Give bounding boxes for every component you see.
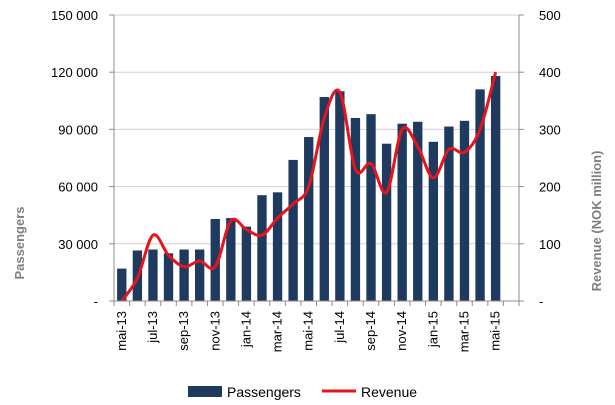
- x-tick-label: sep-13: [176, 311, 191, 351]
- bar: [210, 219, 220, 301]
- bar: [288, 159, 298, 301]
- bar: [350, 117, 361, 302]
- bar: [163, 253, 174, 301]
- right-tick-label: 300: [539, 122, 561, 137]
- right-tick-label: 500: [539, 8, 561, 23]
- bar: [117, 268, 127, 301]
- right-axis-title: Revenue (NOK million): [589, 151, 604, 292]
- axes: [109, 14, 524, 306]
- x-tick-label: jul-14: [332, 311, 347, 344]
- x-tick-label: mai-15: [488, 311, 503, 351]
- right-tick-label: -: [539, 294, 543, 309]
- bar: [428, 141, 438, 301]
- bar: [195, 249, 205, 301]
- bar: [257, 195, 267, 301]
- bar: [148, 249, 158, 301]
- bar: [319, 96, 329, 301]
- left-tick-label: -: [94, 294, 98, 309]
- left-tick-label: 60 000: [58, 180, 98, 195]
- x-tick-label: jul-13: [145, 311, 160, 344]
- left-tick-label: 90 000: [58, 122, 98, 137]
- x-axis-tick-labels: mai-13 jul-13 sep-13 nov-13 jan-14 mar-14 mai-…: [114, 311, 503, 352]
- x-tick-label: mar-15: [456, 311, 471, 352]
- x-tick-label: nov-13: [207, 311, 222, 351]
- bar: [335, 91, 345, 302]
- left-axis-title: Passengers: [12, 207, 27, 280]
- legend-swatch-passengers: [188, 386, 222, 397]
- revenue-line: [120, 71, 498, 302]
- right-tick-label: 100: [539, 237, 561, 252]
- x-tick-label: nov-14: [394, 311, 409, 351]
- bar: [241, 226, 252, 301]
- x-tick-label: mar-14: [270, 311, 285, 352]
- left-tick-label: 30 000: [58, 237, 98, 252]
- bar: [304, 137, 314, 301]
- x-tick-label: sep-14: [363, 311, 378, 351]
- legend-label-passengers: Passengers: [227, 384, 301, 400]
- x-tick-label: mai-13: [114, 311, 129, 351]
- left-tick-label: 150 000: [51, 8, 98, 23]
- x-tick-label: jan-14: [238, 311, 253, 348]
- right-tick-label: 200: [539, 180, 561, 195]
- bar: [475, 89, 485, 301]
- bar: [490, 76, 501, 301]
- right-tick-label: 400: [539, 65, 561, 80]
- bar: [444, 126, 454, 301]
- bar: [381, 143, 392, 301]
- x-tick-label: jan-15: [425, 311, 440, 348]
- bar: [397, 123, 407, 302]
- bar: [179, 249, 189, 301]
- bar: [413, 121, 423, 301]
- bar: [272, 192, 283, 301]
- legend: Passengers Revenue: [188, 384, 417, 400]
- gridlines: [114, 14, 519, 245]
- bar: [226, 218, 236, 301]
- left-tick-label: 120 000: [51, 65, 98, 80]
- legend-label-revenue: Revenue: [361, 384, 417, 400]
- left-axis-tick-labels: - 30 000 60 000 90 000 120 000 150 000: [51, 8, 98, 309]
- x-tick-label: mai-14: [301, 311, 316, 351]
- right-axis-tick-labels: - 100 200 300 400 500: [539, 8, 561, 309]
- bar: [366, 114, 376, 301]
- bar: [459, 120, 470, 301]
